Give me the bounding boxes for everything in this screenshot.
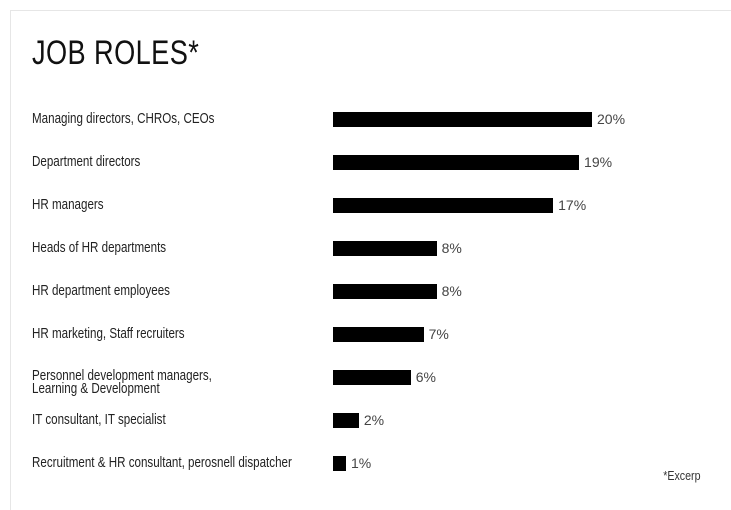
value-label: 17%: [558, 197, 587, 213]
bar: [333, 412, 359, 428]
chart-title: JOB ROLES*: [32, 34, 200, 72]
bar: [333, 154, 580, 170]
value-label: 8%: [441, 283, 462, 299]
value-label: 8%: [441, 240, 462, 256]
bar: [333, 197, 554, 213]
bar: [333, 111, 592, 127]
bar: [333, 369, 411, 385]
page: JOB ROLES* Managing directors, CHROs, CE…: [10, 10, 731, 510]
value-label: 1%: [350, 455, 372, 471]
bar: [333, 283, 437, 299]
category-label: HR managers: [32, 196, 104, 213]
card: [10, 10, 731, 510]
category-label: Department directors: [32, 153, 141, 170]
category-label: Heads of HR departments: [32, 239, 167, 256]
category-label: HR marketing, Staff recruiters: [32, 325, 185, 342]
category-label: Recruitment & HR consultant, perosnell d…: [32, 454, 292, 471]
footnote: *Excerp: [663, 468, 701, 483]
bar: [333, 240, 437, 256]
value-label: 20%: [597, 111, 626, 127]
category-label: Personnel development managers, Learning…: [32, 368, 212, 397]
category-label: Managing directors, CHROs, CEOs: [32, 110, 215, 127]
value-label: 2%: [363, 412, 385, 428]
category-label: HR department employees: [32, 282, 170, 299]
value-label: 7%: [428, 326, 449, 342]
value-label: 6%: [415, 369, 436, 385]
bar: [333, 326, 424, 342]
bar: [333, 455, 346, 471]
category-label: IT consultant, IT specialist: [32, 411, 166, 428]
value-label: 19%: [584, 154, 613, 170]
